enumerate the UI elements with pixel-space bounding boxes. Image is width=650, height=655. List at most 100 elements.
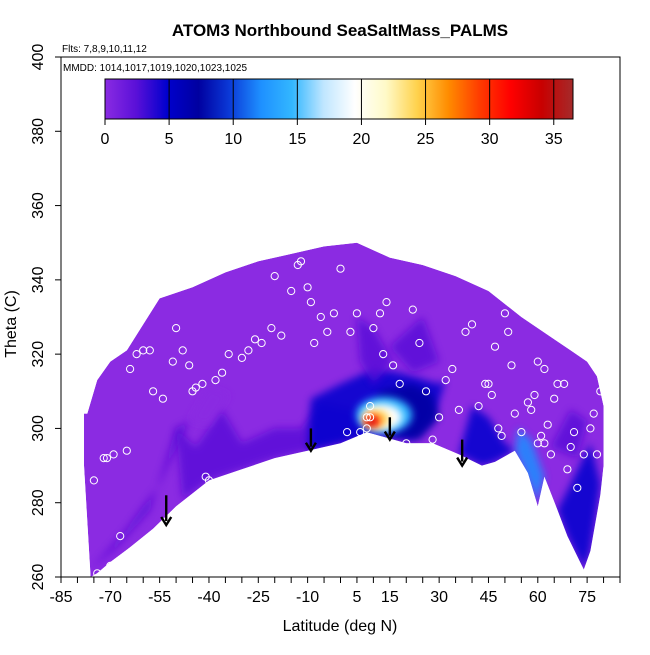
observation-point-105 [599, 350, 608, 359]
observation-point-43 [336, 264, 345, 273]
x-tick-label: 75 [578, 589, 596, 606]
observation-point-47 [356, 428, 365, 437]
observation-point-5 [106, 561, 115, 571]
observation-point-31 [267, 324, 276, 333]
observation-point-78 [507, 361, 516, 370]
observation-point-72 [487, 390, 496, 400]
colorbar-rect [104, 78, 574, 120]
y-tick-label: 320 [30, 341, 47, 368]
field-patch-2 [189, 387, 229, 425]
observation-point-65 [448, 364, 457, 374]
observation-point-73 [490, 342, 500, 351]
observation-point-79 [510, 409, 519, 418]
colorbar-tick-label: 10 [224, 131, 242, 148]
observation-point-70 [481, 379, 490, 388]
observation-point-45 [346, 327, 355, 336]
observation-point-13 [149, 387, 158, 396]
observation-point-49 [362, 413, 371, 422]
y-axis-title: Theta (C) [3, 290, 20, 358]
x-tick-label: -25 [247, 589, 270, 606]
observation-point-99 [573, 483, 582, 492]
x-axis: -85 -70 -55 -40 -25 -10 5 15 30 45 60 75 [49, 577, 621, 606]
observation-point-29 [250, 335, 260, 344]
x-tick-label: 5 [352, 589, 361, 606]
observation-point-24 [211, 376, 220, 385]
observation-point-103 [592, 450, 602, 459]
observation-point-20 [191, 383, 200, 392]
observation-point-54 [379, 350, 388, 359]
observation-point-88 [537, 431, 546, 440]
observation-point-15 [168, 357, 177, 366]
x-tick-label: -55 [148, 589, 171, 606]
profile-arrow-head-3 [456, 456, 469, 468]
observation-point-17 [178, 346, 187, 355]
x-tick-label: -10 [296, 589, 319, 606]
field-patch-8 [514, 428, 545, 503]
observation-point-12 [145, 346, 154, 355]
field-patch-9 [537, 443, 601, 570]
observation-point-32 [270, 272, 279, 281]
observation-point-28 [244, 346, 253, 355]
field-group [84, 242, 604, 577]
y-tick-label: 380 [30, 118, 47, 145]
profile-arrow-head-1 [304, 442, 317, 453]
profile-arrow-head-2 [383, 430, 396, 442]
observation-point-18 [185, 361, 194, 370]
flights-label: Flts: 7,8,9,10,11,12 [62, 44, 147, 55]
field-patch-6 [389, 317, 440, 373]
colorbar-tick-label: 15 [288, 131, 306, 148]
observation-point-64 [441, 376, 450, 385]
observation-point-42 [329, 309, 338, 318]
observation-point-8 [122, 446, 131, 455]
observation-point-23 [204, 476, 214, 485]
observation-point-44 [343, 428, 352, 437]
observation-point-98 [569, 428, 579, 437]
observation-point-11 [139, 346, 148, 355]
observation-point-3 [99, 454, 108, 463]
observation-point-81 [517, 428, 526, 437]
y-tick-label: 340 [30, 266, 47, 293]
observation-point-14 [158, 394, 167, 403]
observation-point-26 [224, 350, 233, 359]
observation-point-67 [461, 327, 470, 336]
observation-point-48 [362, 424, 371, 433]
observation-point-46 [352, 309, 361, 318]
observation-point-52 [369, 324, 378, 333]
observation-point-90 [540, 364, 549, 374]
observation-point-97 [566, 442, 575, 452]
colorbar-tick-label: 35 [545, 131, 563, 148]
field-patch-7 [458, 406, 515, 466]
observation-point-50 [366, 413, 375, 422]
colorbar-tick-label: 25 [417, 131, 435, 148]
field-patch-10 [550, 409, 588, 459]
observation-point-37 [303, 283, 312, 292]
observation-point-27 [237, 353, 246, 362]
observation-point-94 [553, 379, 562, 388]
x-axis-title: Latitude (deg N) [283, 618, 398, 635]
observation-point-4 [102, 454, 112, 463]
observation-point-34 [287, 286, 296, 296]
observation-point-75 [497, 431, 506, 440]
y-tick-label: 280 [30, 489, 47, 516]
observation-point-38 [306, 298, 315, 307]
observation-point-36 [296, 257, 306, 266]
observation-point-85 [530, 390, 539, 400]
y-tick-label: 400 [30, 44, 47, 71]
observation-point-74 [494, 424, 503, 433]
observation-point-86 [533, 357, 542, 366]
x-tick-label: 60 [529, 589, 547, 606]
observation-point-93 [550, 394, 559, 403]
observation-point-7 [116, 532, 125, 541]
observation-point-87 [533, 439, 542, 448]
observation-point-83 [523, 398, 533, 407]
observation-point-10 [132, 350, 141, 359]
observation-point-6 [109, 450, 118, 459]
x-tick-label: -70 [99, 589, 122, 606]
observation-point-40 [316, 312, 325, 322]
observation-point-96 [563, 465, 572, 474]
observation-point-0 [83, 383, 92, 392]
observation-point-102 [589, 409, 598, 418]
observation-point-60 [415, 338, 424, 348]
observation-point-61 [421, 387, 431, 396]
